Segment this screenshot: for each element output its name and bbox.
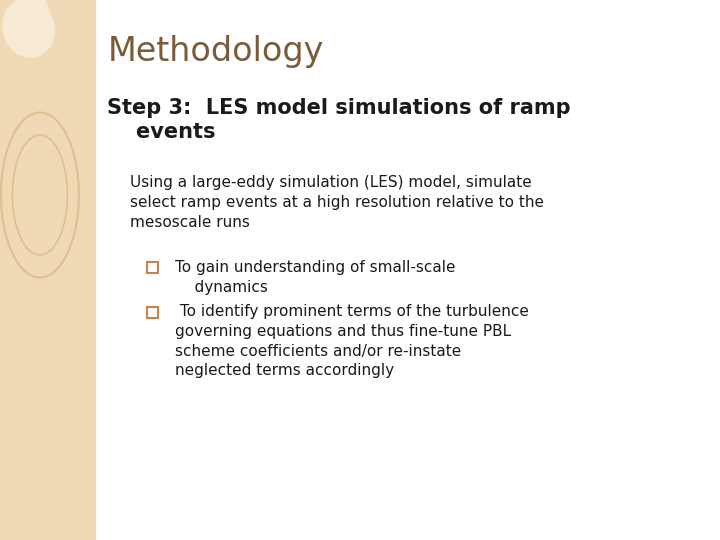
Text: Step 3:  LES model simulations of ramp
    events: Step 3: LES model simulations of ramp ev… [107,98,571,142]
Ellipse shape [2,0,55,58]
Bar [147,262,158,273]
Text: To identify prominent terms of the turbulence
governing equations and thus fine-: To identify prominent terms of the turbu… [175,304,529,379]
Text: To gain understanding of small-scale
    dynamics: To gain understanding of small-scale dyn… [175,260,456,295]
Bar [0,0,95,540]
Text: Using a large-eddy simulation (LES) model, simulate
select ramp events at a high: Using a large-eddy simulation (LES) mode… [130,175,544,230]
Text: Methodology: Methodology [108,35,325,68]
Bar [147,307,158,318]
